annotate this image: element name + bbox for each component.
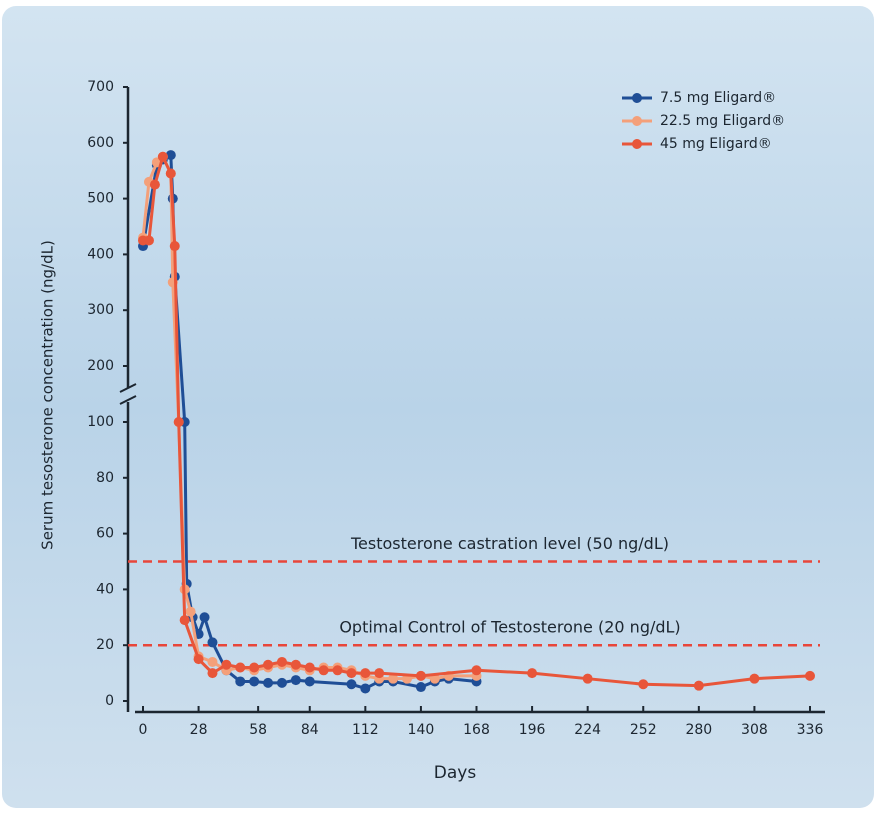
data-point [263,659,274,670]
data-point [471,665,482,676]
data-point [388,673,399,684]
data-point [193,654,204,665]
background [2,6,874,808]
data-point [173,417,184,427]
data-point [276,677,287,688]
data-point [304,662,315,673]
x-tick-label: 168 [463,722,490,738]
data-point [360,668,371,679]
legend-marker [632,93,642,103]
data-point [304,676,315,687]
series-line [143,152,811,688]
data-point [805,670,815,681]
axis-break [119,383,137,393]
data-point [249,676,260,687]
y-tick-label: 80 [96,470,114,486]
y-tick-label: 0 [105,693,114,709]
data-point [235,662,246,673]
x-tick-label: 280 [685,722,712,738]
data-point [582,673,593,684]
y-tick-label: 500 [87,191,114,207]
data-point [207,637,218,648]
legend-marker [632,116,642,126]
x-tick-label: 336 [797,722,824,738]
x-tick-label: 224 [574,722,601,738]
data-point [169,241,180,252]
data-point [143,235,154,246]
x-tick-label: 140 [408,722,435,738]
x-tick-label: 58 [249,722,267,738]
data-point [165,168,176,179]
data-point [415,682,426,693]
data-point [415,670,426,681]
data-point [346,668,357,679]
x-tick-label: 196 [519,722,546,738]
data-point [638,679,649,690]
data-point [346,679,357,690]
data-point [290,675,301,686]
x-tick-label: 112 [352,722,379,738]
data-point [374,668,385,679]
x-tick-label: 28 [190,722,208,738]
data-point [263,677,274,688]
data-point [207,656,218,667]
data-point [249,662,260,673]
reference-label: Testosterone castration level (50 ng/dL) [350,534,669,553]
y-tick-label: 700 [87,79,114,95]
data-point [221,659,232,670]
y-axis-label: Serum tesosterone concentration (ng/dL) [39,240,57,550]
data-point [165,150,176,161]
x-axis-label: Days [434,763,477,783]
x-tick-label: 84 [301,722,319,738]
data-point [179,615,190,626]
legend-label: 7.5 mg Eligard® [660,90,776,106]
data-point [185,606,196,617]
data-point [235,676,246,687]
y-tick-label: 200 [87,358,114,374]
data-point [749,673,760,684]
x-tick-label: 252 [630,722,657,738]
data-point [290,659,301,670]
y-tick-label: 600 [87,135,114,151]
data-point [332,665,343,676]
data-point [360,683,371,694]
y-tick-label: 100 [87,414,114,430]
data-point [199,612,210,623]
legend-label: 45 mg Eligard® [660,136,772,152]
data-point [693,680,704,691]
y-tick-label: 60 [96,526,114,542]
reference-label: Optimal Control of Testosterone (20 ng/d… [339,618,680,637]
y-tick-label: 400 [87,246,114,262]
x-tick-label: 0 [139,722,148,738]
x-tick-label: 308 [741,722,768,738]
axis-break [119,395,137,405]
y-tick-label: 40 [96,581,114,597]
legend-marker [632,139,642,149]
data-point [527,668,538,679]
data-point [276,656,287,667]
data-point [157,151,168,162]
legend-label: 22.5 mg Eligard® [660,113,785,129]
data-point [318,665,329,676]
data-point [149,179,160,190]
data-point [207,668,218,679]
y-tick-label: 300 [87,302,114,318]
y-tick-label: 20 [96,637,114,653]
